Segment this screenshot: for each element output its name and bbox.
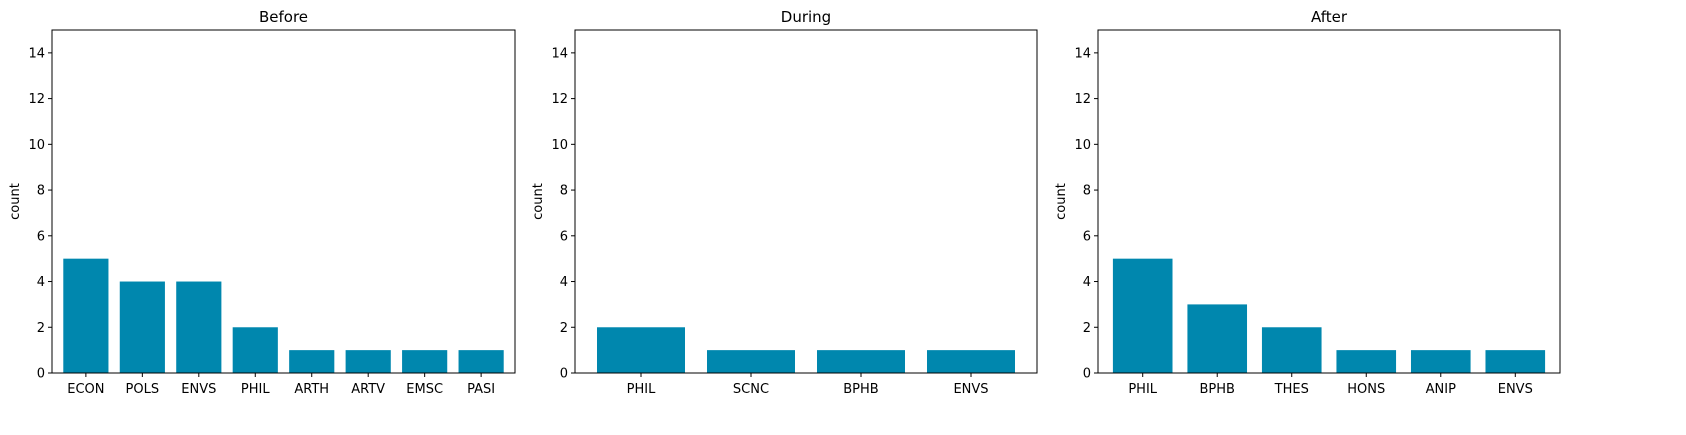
y-axis-label: count: [531, 183, 546, 220]
x-tick-label: EMSC: [406, 382, 443, 397]
y-tick-label: 10: [1074, 138, 1091, 153]
y-tick-label: 4: [560, 275, 568, 290]
y-tick-label: 8: [1083, 184, 1091, 199]
y-tick-label: 0: [1083, 367, 1091, 382]
y-tick-label: 4: [37, 275, 45, 290]
bar-econ: [63, 258, 109, 373]
y-tick-label: 14: [551, 46, 568, 61]
chart-title: During: [781, 8, 831, 26]
y-tick-label: 2: [37, 321, 45, 336]
plot-frame: [1097, 29, 1561, 374]
y-tick-label: 6: [37, 229, 45, 244]
y-tick-label: 4: [1083, 275, 1091, 290]
x-tick-label: ENVS: [953, 382, 988, 397]
y-tick-label: 10: [28, 138, 45, 153]
bar-envs: [927, 350, 1015, 373]
x-tick-label: ANIP: [1426, 382, 1456, 397]
y-tick-label: 6: [1083, 229, 1091, 244]
bar-anip: [1410, 350, 1471, 373]
bar-hons: [1336, 350, 1397, 373]
y-tick-label: 8: [560, 184, 568, 199]
y-tick-label: 12: [1074, 92, 1091, 107]
y-axis-label: count: [8, 183, 23, 220]
y-tick-label: 12: [28, 92, 45, 107]
x-tick-label: HONS: [1347, 382, 1385, 397]
y-tick-label: 2: [560, 321, 568, 336]
y-axis-label: count: [1054, 183, 1069, 220]
y-tick-label: 8: [37, 184, 45, 199]
bar-envs: [1485, 350, 1546, 373]
bar-phil: [232, 327, 278, 373]
bar-phil: [597, 327, 685, 373]
bar-bphb: [1187, 304, 1248, 373]
bar-pasi: [458, 350, 504, 373]
x-tick-label: PASI: [467, 382, 495, 397]
bar-arth: [289, 350, 335, 373]
plot-frame: [574, 29, 1038, 374]
bar-pols: [119, 281, 165, 373]
y-tick-label: 12: [551, 92, 568, 107]
x-tick-label: ARTH: [294, 382, 329, 397]
x-tick-label: BPHB: [843, 382, 878, 397]
x-tick-label: SCNC: [733, 382, 769, 397]
plot-frame: [51, 29, 516, 374]
chart-panel-0: 0 2 4 6 8 10 12 14 ECON POLS ENVS PHIL ARTH ARTV EMSC P…: [8, 8, 516, 397]
y-tick-label: 14: [1074, 46, 1091, 61]
bar-scnc: [707, 350, 795, 373]
bar-phil: [1112, 258, 1173, 373]
bar-artv: [345, 350, 391, 373]
y-tick-label: 0: [37, 367, 45, 382]
y-tick-label: 10: [551, 138, 568, 153]
x-tick-label: THES: [1274, 382, 1309, 397]
x-tick-label: PHIL: [627, 382, 656, 397]
chart-title: After: [1311, 8, 1348, 26]
x-tick-label: PHIL: [241, 382, 270, 397]
chart-title: Before: [259, 8, 308, 26]
y-tick-label: 2: [1083, 321, 1091, 336]
y-tick-label: 6: [560, 229, 568, 244]
bar-thes: [1261, 327, 1322, 373]
x-tick-label: PHIL: [1128, 382, 1157, 397]
x-tick-label: BPHB: [1199, 382, 1234, 397]
x-tick-label: ENVS: [181, 382, 216, 397]
bar-emsc: [402, 350, 448, 373]
y-tick-label: 0: [560, 367, 568, 382]
chart-panel-2: 0 2 4 6 8 10 12 14 PHIL BPHB THES HONS ANIP ENVS After…: [1054, 8, 1561, 397]
chart-panel-1: 0 2 4 6 8 10 12 14 PHIL SCNC BPHB ENVS During count: [531, 8, 1038, 397]
x-tick-label: ARTV: [351, 382, 385, 397]
x-tick-label: ECON: [67, 382, 104, 397]
x-tick-label: POLS: [126, 382, 160, 397]
bar-envs: [176, 281, 222, 373]
x-tick-label: ENVS: [1498, 382, 1533, 397]
bar-bphb: [817, 350, 905, 373]
y-tick-label: 14: [28, 46, 45, 61]
